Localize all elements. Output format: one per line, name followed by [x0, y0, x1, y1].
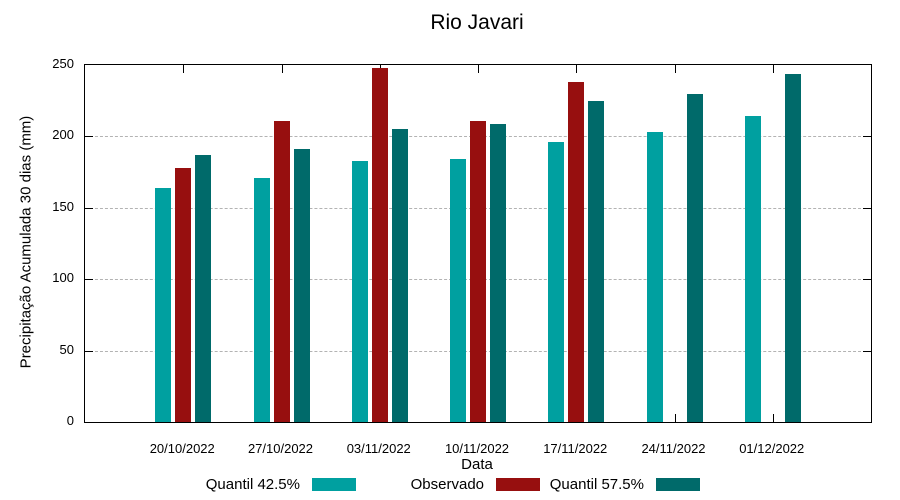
x-axis-tick-labels: 20/10/2022 27/10/2022 03/11/2022 10/11/2022…	[84, 441, 870, 457]
bar-quantil-57.5-	[784, 73, 801, 422]
y-tick-label: 150	[52, 198, 74, 214]
legend-entry: Quantil 42.5%	[206, 475, 356, 494]
legend-swatch	[496, 478, 540, 491]
bar-observado	[470, 120, 486, 422]
y-tick-label: 200	[52, 127, 74, 143]
bar-quantil-57.5-	[490, 123, 506, 422]
bar-quantil-42.5-	[744, 116, 761, 422]
x-tick-mark	[772, 414, 774, 422]
legend-label: Quantil 57.5%	[549, 476, 644, 493]
x-tick-label: 24/11/2022	[641, 441, 706, 456]
legend-label: Observado	[410, 476, 484, 493]
legend-label: Quantil 42.5%	[205, 476, 300, 493]
x-tick-label: 20/10/2022	[149, 441, 215, 456]
bar-quantil-42.5-	[155, 187, 172, 422]
bar-quantil-57.5-	[293, 149, 310, 422]
legend-entry: Quantil 57.5%	[550, 475, 700, 494]
bar-quantil-42.5-	[548, 142, 565, 422]
bar-quantil-42.5-	[646, 132, 663, 422]
x-tick-mark	[183, 65, 185, 73]
bar-observado	[371, 67, 388, 422]
bar-observado	[175, 167, 192, 422]
y-tick-mark	[85, 279, 93, 281]
x-tick-label: 10/11/2022	[444, 441, 510, 456]
bar-observado	[568, 82, 585, 422]
y-tick-mark	[85, 136, 93, 138]
legend-swatch	[312, 478, 356, 491]
x-tick-mark	[674, 414, 676, 422]
x-tick-mark	[674, 65, 676, 73]
y-tick-mark	[863, 207, 871, 209]
y-tick-mark	[863, 136, 871, 138]
bar-quantil-57.5-	[686, 93, 703, 422]
bar-quantil-42.5-	[450, 159, 466, 422]
x-tick-label: 17/11/2022	[543, 441, 608, 456]
x-tick-label: 01/12/2022	[739, 441, 805, 456]
bar-quantil-57.5-	[391, 129, 408, 422]
x-tick-mark	[576, 65, 578, 73]
chart-title: Rio Javari	[430, 11, 524, 34]
bar-quantil-42.5-	[351, 160, 368, 422]
legend-entry: Observado	[411, 475, 540, 494]
legend-swatch	[656, 478, 700, 491]
x-tick-label: 03/11/2022	[346, 441, 411, 456]
y-tick-mark	[85, 207, 93, 209]
y-tick-mark	[863, 350, 871, 352]
y-tick-mark	[85, 350, 93, 352]
bar-quantil-57.5-	[195, 154, 212, 422]
y-tick-label: 250	[52, 56, 74, 71]
x-tick-mark	[281, 65, 283, 73]
y-tick-mark	[863, 279, 871, 281]
bar-quantil-42.5-	[253, 177, 270, 422]
x-axis-title: Data	[461, 456, 493, 473]
x-tick-label: 27/10/2022	[247, 441, 314, 456]
y-tick-label: 100	[52, 270, 74, 286]
bar-quantil-57.5-	[588, 100, 605, 422]
bar-observado	[273, 120, 290, 422]
x-tick-mark	[772, 65, 774, 73]
y-tick-label: 0	[66, 413, 74, 428]
y-tick-label: 50	[59, 341, 74, 357]
plot-area	[84, 64, 872, 423]
x-tick-mark	[478, 65, 479, 73]
y-axis-tick-labels: 0 50 100 150 200 250	[0, 56, 74, 428]
